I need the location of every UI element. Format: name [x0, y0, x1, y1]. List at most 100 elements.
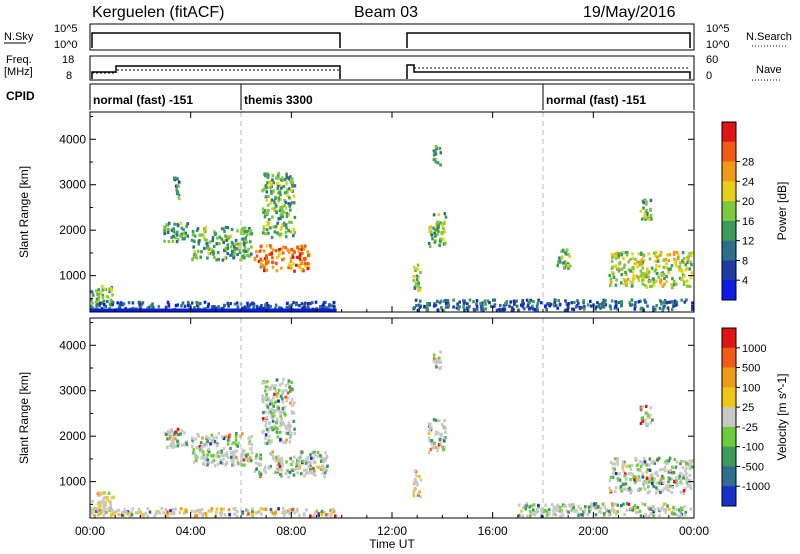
- echo-cell: [298, 513, 301, 518]
- echo-cell: [658, 514, 661, 518]
- echo-cell: [664, 502, 667, 506]
- echo-cell: [257, 259, 261, 264]
- echo-cell: [275, 378, 279, 382]
- echo-cell: [272, 457, 275, 461]
- echo-cell: [254, 456, 258, 460]
- echo-cell: [263, 269, 266, 273]
- echo-cell: [619, 484, 623, 488]
- echo-cell: [282, 440, 285, 444]
- echo-cell: [434, 418, 438, 422]
- echo-cell: [212, 453, 215, 458]
- echo-cell: [659, 490, 662, 495]
- echo-cell: [641, 472, 644, 476]
- echo-cell: [177, 193, 181, 197]
- echo-cell: [614, 502, 617, 506]
- echo-cell: [599, 306, 602, 310]
- y-tick-label: 3000: [59, 178, 86, 192]
- echo-cell: [537, 505, 540, 509]
- echo-cell: [121, 303, 124, 307]
- echo-cell: [661, 468, 664, 472]
- echo-cell: [442, 226, 445, 230]
- echo-cell: [520, 509, 523, 513]
- echo-cell: [281, 420, 285, 424]
- echo-cell: [282, 257, 286, 261]
- echo-cell: [418, 299, 422, 303]
- colorbar-segment: [722, 122, 736, 143]
- echo-cell: [172, 227, 175, 231]
- echo-cell: [563, 265, 566, 269]
- echo-cell: [436, 448, 439, 452]
- echo-cell: [328, 303, 331, 307]
- echo-cell: [582, 301, 585, 305]
- echo-cell: [201, 436, 204, 440]
- echo-cell: [662, 502, 666, 506]
- echo-cell: [269, 507, 273, 512]
- echo-cell: [268, 421, 271, 425]
- echo-cell: [291, 255, 295, 259]
- echo-cell: [112, 495, 115, 499]
- echo-cell: [644, 479, 648, 483]
- echo-cell: [641, 266, 644, 270]
- echo-cell: [681, 465, 685, 470]
- echo-cell: [268, 181, 271, 185]
- echo-cell: [250, 442, 253, 447]
- echo-cell: [640, 251, 643, 255]
- echo-cell: [262, 411, 265, 415]
- echo-cell: [131, 301, 135, 305]
- echo-cell: [610, 259, 614, 263]
- echo-cell: [173, 437, 177, 441]
- echo-cell: [584, 505, 587, 509]
- echo-cell: [446, 299, 450, 303]
- echo-cell: [223, 256, 227, 261]
- echo-cell: [110, 496, 113, 500]
- echo-cell: [103, 502, 107, 506]
- echo-cell: [162, 511, 165, 515]
- echo-cell: [267, 467, 271, 471]
- echo-cell: [439, 163, 442, 167]
- echo-cell: [432, 157, 436, 162]
- echo-cell: [195, 303, 199, 308]
- echo-cell: [277, 462, 281, 466]
- echo-cell: [668, 253, 671, 257]
- echo-cell: [623, 460, 626, 464]
- echo-cell: [247, 436, 250, 440]
- echo-cell: [663, 276, 666, 281]
- echo-cell: [525, 502, 529, 506]
- echo-cell: [267, 222, 271, 226]
- echo-cell: [690, 253, 693, 258]
- echo-cell: [210, 507, 214, 511]
- echo-cell: [93, 506, 96, 511]
- echo-cell: [154, 512, 158, 516]
- echo-cell: [668, 456, 672, 460]
- echo-cell: [666, 306, 670, 310]
- echo-cell: [323, 475, 326, 479]
- echo-cell: [177, 433, 180, 437]
- echo-cell: [200, 446, 203, 450]
- echo-cell: [200, 448, 203, 452]
- echo-cell: [613, 468, 616, 472]
- freq-label: Freq.: [6, 54, 32, 66]
- echo-cell: [234, 435, 238, 439]
- colorbar-frame: [721, 327, 737, 507]
- echo-cell: [643, 503, 647, 507]
- echo-cell: [488, 301, 491, 305]
- colorbar-segment: [722, 280, 736, 301]
- echo-cell: [220, 435, 224, 439]
- echo-cell: [96, 501, 100, 505]
- echo-cell: [257, 462, 260, 466]
- echo-cell: [190, 301, 194, 305]
- echo-cell: [462, 299, 465, 303]
- echo-cell: [440, 423, 444, 427]
- colorbar-segment: [722, 201, 736, 222]
- echo-cell: [433, 234, 437, 238]
- echo-cell: [652, 280, 656, 284]
- echo-cell: [492, 298, 495, 302]
- echo-cell: [193, 510, 196, 514]
- echo-cell: [295, 302, 298, 307]
- echo-cell: [277, 232, 281, 236]
- echo-cell: [563, 260, 567, 264]
- echo-cell: [472, 300, 475, 304]
- echo-cell: [688, 284, 692, 289]
- echo-cell: [322, 460, 326, 464]
- echo-cell: [432, 304, 436, 308]
